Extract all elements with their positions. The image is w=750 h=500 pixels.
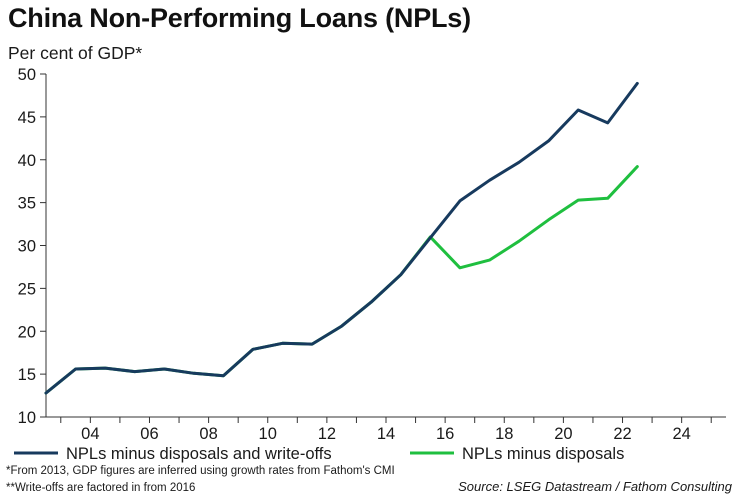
x-tick-label: 22	[613, 425, 631, 443]
chart-title: China Non-Performing Loans (NPLs)	[8, 3, 471, 33]
x-tick-label: 20	[554, 425, 572, 443]
chart-axes	[45, 74, 726, 418]
y-axis-ticks: 10 15 20 25 30 35 40 45 50	[18, 66, 46, 427]
series-line	[44, 81, 639, 395]
source-note: Source: LSEG Datastream / Fathom Consult…	[458, 479, 732, 494]
x-tick-label: 04	[81, 425, 99, 443]
x-tick-label: 14	[377, 425, 395, 443]
y-tick-label: 40	[18, 152, 36, 170]
legend-label: NPLs minus disposals	[462, 445, 624, 463]
x-axis-ticks: 04 06 08 10 12 14 16 18 20 22 24	[60, 417, 712, 443]
x-tick-label: 10	[259, 425, 277, 443]
y-tick-label: 15	[18, 366, 36, 384]
x-tick-label: 12	[318, 425, 336, 443]
footnote-writeoffs: **Write-offs are factored in from 2016	[6, 482, 196, 494]
y-tick-label: 10	[18, 409, 36, 427]
y-tick-label: 30	[18, 238, 36, 256]
legend-label: NPLs minus disposals and write-offs	[66, 445, 332, 463]
series-line	[44, 165, 639, 395]
chart-series	[44, 81, 639, 395]
x-tick-label: 16	[436, 425, 454, 443]
y-axis-unit-label: Per cent of GDP*	[8, 43, 143, 63]
x-tick-label: 18	[495, 425, 513, 443]
x-tick-label: 08	[199, 425, 217, 443]
x-tick-label: 06	[140, 425, 158, 443]
x-tick-label: 24	[672, 425, 690, 443]
y-tick-label: 20	[18, 323, 36, 341]
y-tick-label: 25	[18, 280, 36, 298]
y-tick-label: 50	[18, 66, 36, 84]
footnote-gdp: *From 2013, GDP figures are inferred usi…	[6, 465, 395, 477]
chart-legend: NPLs minus disposals and write-offs NPLs …	[14, 445, 624, 463]
y-tick-label: 35	[18, 195, 36, 213]
y-tick-label: 45	[18, 109, 36, 127]
